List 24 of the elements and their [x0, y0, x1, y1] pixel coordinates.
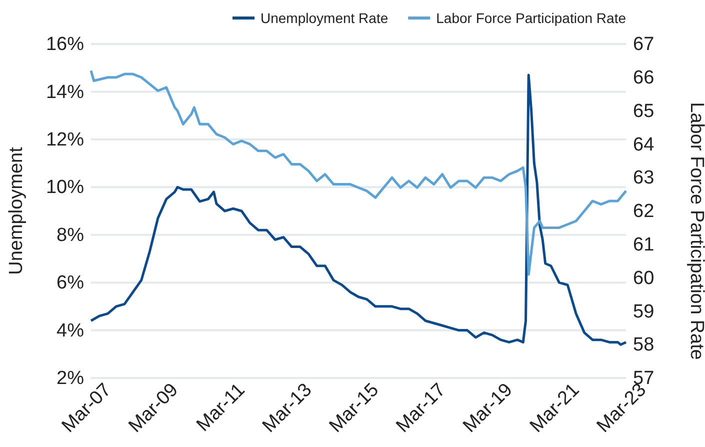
line-series — [90, 74, 628, 346]
y-axis-title: Unemployment — [6, 146, 27, 275]
legend-label: Labor Force Participation Rate — [436, 10, 626, 26]
y2-tick-label: 66 — [633, 67, 654, 88]
y2-tick-label: 62 — [633, 201, 654, 222]
y-tick-label: 2% — [56, 368, 84, 390]
y2-tick-label: 65 — [633, 100, 654, 122]
y2-tick-label: 59 — [633, 301, 654, 322]
y2-tick-label: 63 — [633, 168, 654, 189]
y-tick-label: 16% — [46, 34, 84, 56]
y-tick-label: 14% — [46, 82, 84, 103]
y-tick-label: 8% — [56, 224, 84, 246]
y2-tick-label: 58 — [633, 334, 654, 356]
y-tick-label: 12% — [46, 130, 84, 151]
y2-tick-label: 67 — [633, 34, 654, 56]
line-series — [90, 69, 628, 276]
y2-tick-label: 64 — [633, 134, 655, 156]
y-tick-label: 4% — [56, 320, 84, 342]
legend-label: Unemployment Rate — [260, 10, 388, 26]
y-tick-label: 6% — [56, 272, 84, 294]
y2-tick-label: 61 — [633, 234, 654, 256]
y2-tick-label: 60 — [633, 268, 654, 289]
y2-axis-title: Labor Force Participation Rate — [686, 102, 705, 360]
y-tick-label: 10% — [46, 177, 84, 198]
